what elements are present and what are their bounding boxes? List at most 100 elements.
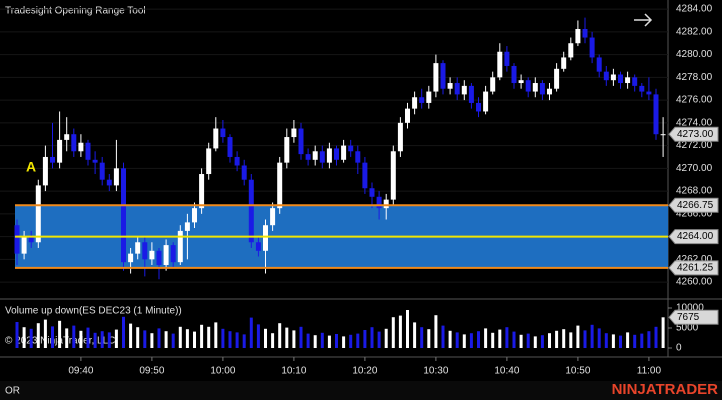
candle-body <box>539 83 545 95</box>
candle-body <box>405 108 410 123</box>
candle-body <box>547 88 552 95</box>
volume-bar <box>136 327 140 348</box>
y-tick-label: 4262.00 <box>676 254 713 265</box>
y-tick-label: 4268.00 <box>676 186 713 197</box>
candle-body <box>532 83 538 92</box>
volume-bar <box>242 334 246 348</box>
volume-bar <box>491 332 495 348</box>
volume-bar <box>370 327 374 348</box>
candle-body <box>376 196 382 209</box>
range-mid-marker-label: 4264.00 <box>677 231 714 242</box>
volume-bar <box>327 335 331 348</box>
volume-bar <box>221 328 225 348</box>
volume-bar <box>185 329 189 348</box>
candle-body <box>121 168 126 263</box>
range-low-marker-label: 4261.25 <box>677 262 714 273</box>
candle-body <box>99 162 105 180</box>
volume-bar <box>413 322 417 348</box>
candle-body <box>170 245 176 263</box>
y-tick-label: 4276.00 <box>676 95 713 106</box>
volume-bar <box>15 322 19 348</box>
volume-bar <box>654 326 658 348</box>
logo: NINJATRADER <box>612 381 719 398</box>
candle-body <box>28 236 34 243</box>
candle-body <box>362 162 368 189</box>
candle-body <box>255 242 261 251</box>
volume-bar <box>611 334 615 348</box>
volume-bar <box>271 333 275 348</box>
volume-bar <box>122 316 125 348</box>
candle-body <box>454 83 460 95</box>
x-tick-label: 10:00 <box>210 366 235 377</box>
volume-bar <box>157 328 161 348</box>
volume-bar <box>22 327 26 348</box>
footer-tab[interactable]: OR <box>5 386 20 397</box>
candle-body <box>21 236 27 254</box>
y-tick-label: 4282.00 <box>676 26 713 37</box>
volume-bar <box>72 325 76 348</box>
candle-body <box>390 151 396 200</box>
candle-body <box>447 83 453 89</box>
candle-body <box>57 139 63 163</box>
candle-body <box>568 43 574 58</box>
volume-bar <box>178 326 182 348</box>
candle-body <box>14 225 20 254</box>
volume-bar <box>519 334 523 348</box>
volume-bar <box>200 324 204 348</box>
candle-body <box>632 77 638 86</box>
candle-body <box>213 128 219 149</box>
candle-body <box>369 188 375 197</box>
volume-bar <box>313 335 317 348</box>
candle-body <box>291 128 297 138</box>
candle-body <box>106 179 112 186</box>
candle-body <box>468 85 474 103</box>
x-tick-label: 10:40 <box>494 366 519 377</box>
volume-bar <box>604 333 608 348</box>
arrow-icon[interactable] <box>634 13 653 27</box>
candle-body <box>660 134 666 136</box>
volume-bar <box>590 324 594 348</box>
volume-bar <box>143 330 147 348</box>
candle-body <box>433 63 439 92</box>
volume-bar <box>640 333 644 348</box>
volume-bar <box>342 336 346 348</box>
candle-body <box>355 151 361 163</box>
last-price-marker-label: 4273.00 <box>677 129 714 140</box>
candle-body <box>483 91 489 112</box>
volume-tick-label: 0 <box>676 343 682 354</box>
range-high-marker <box>668 197 719 213</box>
candle-body <box>312 151 318 160</box>
x-tick-label: 09:50 <box>139 366 164 377</box>
y-tick-label: 4270.00 <box>676 163 713 174</box>
candle-body <box>142 242 148 260</box>
volume-bar <box>335 334 338 348</box>
candle-body <box>50 156 55 163</box>
candle-body <box>440 63 446 89</box>
volume-bar <box>469 333 473 348</box>
candle-body <box>319 151 325 163</box>
volume-bar <box>256 324 260 348</box>
candle-body <box>419 97 425 103</box>
candle-body <box>234 156 240 166</box>
volume-bar <box>107 332 111 348</box>
candle-body <box>554 68 560 89</box>
volume-bar <box>320 332 324 348</box>
candle-body <box>227 137 233 157</box>
volume-bar <box>363 330 367 348</box>
volume-bar <box>533 336 537 348</box>
volume-bar <box>51 326 54 348</box>
candle-body <box>199 174 205 209</box>
x-tick-label: 11:00 <box>637 366 662 377</box>
candle-body <box>78 142 84 152</box>
volume-bar <box>79 330 83 348</box>
volume-bar <box>377 331 381 348</box>
volume-bar <box>512 331 516 348</box>
volume-tick-label: 10000 <box>676 303 704 314</box>
volume-bar <box>477 331 480 348</box>
volume-bar <box>235 332 239 348</box>
volume-bar <box>548 333 551 348</box>
candle-body <box>220 128 226 138</box>
volume-bar <box>292 330 296 348</box>
candle-body <box>85 142 91 160</box>
